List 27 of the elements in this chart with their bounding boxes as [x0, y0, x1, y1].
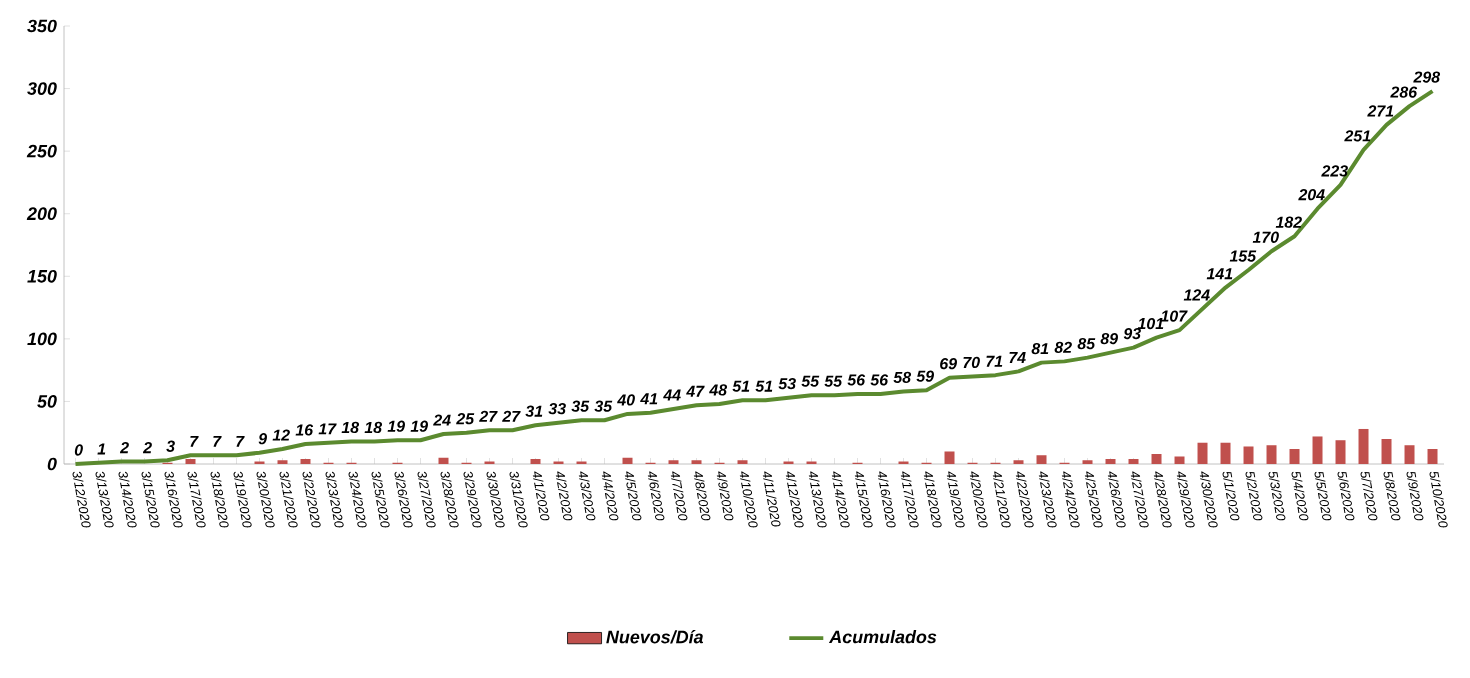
y-tick-label: 50: [37, 395, 57, 408]
bar: [1312, 436, 1323, 464]
y-tick-label: 300: [27, 82, 57, 95]
y-tick-label: 100: [27, 332, 57, 346]
y-tick-label: 200: [26, 207, 57, 221]
bar: [944, 451, 955, 464]
bar: [1151, 453, 1162, 464]
bar: [1197, 442, 1208, 464]
bar: [1266, 445, 1277, 464]
bar: [1404, 445, 1415, 464]
bar: [438, 457, 449, 464]
y-tick-label: 250: [26, 144, 57, 158]
bar: [1427, 448, 1438, 464]
bar: [1335, 440, 1346, 464]
y-tick-label: 0: [47, 457, 57, 471]
legend-label: Nuevos/Día: [606, 630, 704, 644]
bar: [622, 457, 633, 464]
bar: [1243, 446, 1254, 464]
bar: [1381, 438, 1392, 464]
y-tick-label: 150: [27, 269, 57, 283]
bar: [1358, 428, 1369, 464]
y-tick-label: 350: [27, 19, 57, 33]
bar: [1220, 442, 1231, 464]
bar: [1289, 448, 1300, 464]
bar: [1174, 456, 1185, 464]
legend-label: Acumulados: [828, 630, 937, 644]
bar: [1036, 455, 1047, 464]
